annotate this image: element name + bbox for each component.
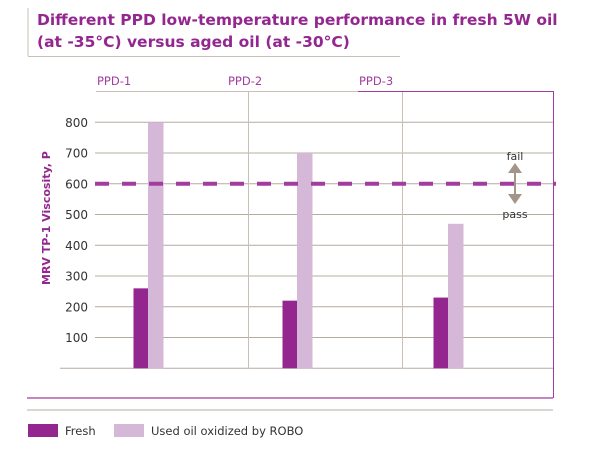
y-axis-label: MRV TP-1 Viscosity, P xyxy=(40,151,53,285)
chart-title-line-2: (at -35°C) versus aged oil (at -30°C) xyxy=(37,33,350,51)
legend-label: Fresh xyxy=(65,424,96,438)
legend-swatch-fresh xyxy=(28,424,58,437)
category-label: PPD-2 xyxy=(228,74,262,88)
y-tick-label: 200 xyxy=(65,300,88,314)
chart-title-line-1: Different PPD low-temperature performanc… xyxy=(37,11,558,29)
category-label: PPD-1 xyxy=(97,74,131,88)
y-tick-label: 700 xyxy=(65,147,88,161)
bar-fresh-ppd-3 xyxy=(433,297,448,369)
category-label: PPD-3 xyxy=(359,74,393,88)
bar-fresh-ppd-2 xyxy=(282,300,297,369)
pass-label: pass xyxy=(502,208,527,221)
legend-swatch-used xyxy=(114,424,144,437)
y-tick-label: 500 xyxy=(65,208,88,222)
bar-used-ppd-3 xyxy=(448,223,464,369)
y-tick-label: 800 xyxy=(65,116,88,130)
y-tick-label: 600 xyxy=(65,177,88,191)
y-tick-label: 300 xyxy=(65,270,88,284)
legend-label: Used oil oxidized by ROBO xyxy=(151,424,303,438)
fail-label: fail xyxy=(507,150,524,163)
arrow-up-icon xyxy=(508,163,522,173)
bar-fresh-ppd-1 xyxy=(133,288,148,369)
arrow-down-icon xyxy=(508,194,522,204)
y-tick-label: 400 xyxy=(65,239,88,253)
bar-used-ppd-2 xyxy=(297,153,313,369)
bar-used-ppd-1 xyxy=(148,122,164,369)
y-tick-label: 100 xyxy=(65,331,88,345)
